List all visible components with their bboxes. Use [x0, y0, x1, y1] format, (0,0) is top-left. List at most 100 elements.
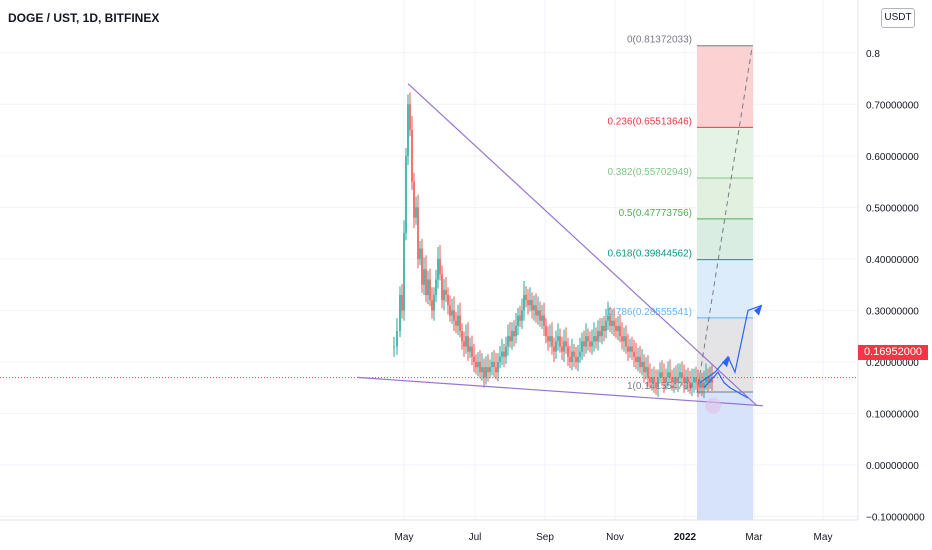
candle-body — [559, 336, 561, 347]
candle-body — [427, 279, 429, 295]
candle-body — [561, 346, 563, 352]
candle-body — [621, 336, 623, 342]
candle-body — [701, 382, 703, 388]
candle-body — [677, 377, 679, 383]
candle-body — [487, 367, 489, 373]
fib-projection-line — [696, 47, 753, 393]
candle-body — [469, 346, 471, 352]
fib-level-label: 1(0.14155479) — [627, 381, 692, 392]
candle-body — [489, 367, 491, 373]
candle-body — [665, 377, 667, 383]
candle-body — [699, 382, 701, 388]
candle-body — [649, 377, 651, 383]
drawings — [0, 47, 858, 414]
candle-body — [569, 356, 571, 362]
candle-body — [509, 336, 511, 342]
candle-body — [585, 336, 587, 347]
candle-body — [545, 325, 547, 337]
candle-body — [525, 294, 527, 301]
candle-body — [647, 367, 649, 378]
grid — [0, 0, 858, 520]
candle-body — [675, 377, 677, 383]
candle-body — [639, 356, 641, 368]
price-tick-label: 0.8 — [866, 49, 880, 60]
upper-trendline — [407, 83, 758, 407]
candle-body — [707, 377, 709, 383]
fib-band — [697, 259, 753, 318]
candle-body — [457, 315, 459, 326]
candle-body — [591, 341, 593, 347]
candle-body — [679, 372, 681, 378]
candle-body — [421, 248, 423, 285]
candle-body — [693, 377, 695, 383]
fib-band — [697, 218, 753, 260]
price-axis[interactable]: 0.8 0.70000000 0.60000000 0.50000000 0.40000… — [866, 49, 925, 524]
candle-body — [607, 315, 609, 321]
candle-body — [581, 341, 583, 352]
candle-body — [531, 300, 533, 311]
symbol-title: DOGE / UST, 1D, BITFINEX — [8, 11, 160, 25]
candle-body — [705, 377, 707, 383]
candle-body — [601, 325, 603, 337]
candle-body — [449, 305, 451, 316]
candle-body — [505, 346, 507, 357]
candle-body — [589, 341, 591, 347]
candle-body — [667, 372, 669, 378]
candle-body — [657, 377, 659, 388]
time-axis[interactable]: May Jul Sep Nov 2022 Mar May — [395, 532, 833, 543]
candle-body — [709, 377, 711, 383]
currency-button[interactable]: USDT — [881, 8, 915, 28]
candle-body — [443, 289, 445, 301]
candle-body — [683, 377, 685, 383]
candle-body — [573, 351, 575, 357]
candle-body — [629, 346, 631, 352]
candle-body — [493, 361, 495, 368]
candle-body — [507, 336, 509, 347]
time-tick-label: Jul — [469, 532, 482, 543]
time-tick-label: Nov — [606, 532, 624, 543]
candle-body — [659, 372, 661, 378]
current-price-tag: 0.16952000 — [858, 345, 928, 360]
candle-body — [595, 336, 597, 342]
forecast-arrow-head — [754, 305, 762, 316]
candle-body — [425, 269, 427, 295]
fib-level-label: 0.382(0.55702949) — [607, 167, 692, 178]
candle-body — [437, 258, 439, 280]
candle-body — [413, 181, 415, 218]
candle-body — [485, 367, 487, 378]
candle-body — [415, 207, 417, 218]
candle-body — [625, 336, 627, 347]
fib-level-label: 0.5(0.47773756) — [619, 208, 692, 219]
candle-body — [711, 377, 713, 383]
candle-body — [681, 372, 683, 378]
candle-body — [611, 320, 613, 326]
candle-body — [555, 341, 557, 352]
time-tick-label: Mar — [745, 532, 763, 543]
candle-body — [663, 377, 665, 383]
candle-body — [495, 367, 497, 373]
time-tick-label: May — [395, 532, 414, 543]
candle-body — [465, 336, 467, 347]
candle-body — [423, 269, 425, 285]
fib-level-label: 0.618(0.39844562) — [607, 249, 692, 260]
candle-body — [517, 315, 519, 326]
candle-body — [685, 377, 687, 383]
candle-body — [689, 382, 691, 388]
price-tick-label: 0.70000000 — [866, 100, 919, 111]
candle-body — [479, 361, 481, 373]
candle-body — [447, 294, 449, 306]
candle-body — [396, 331, 398, 347]
candle-body — [451, 310, 453, 316]
candle-body — [419, 248, 421, 259]
fib-band — [697, 392, 753, 520]
candle-body — [633, 351, 635, 357]
candle-body — [583, 341, 585, 347]
candle-body — [593, 336, 595, 342]
price-tick-label: 0.30000000 — [866, 306, 919, 317]
time-tick-label: 2022 — [674, 532, 697, 543]
candle-body — [403, 233, 405, 311]
forecast-arrow-path — [699, 304, 763, 384]
price-tick-label: 0.60000000 — [866, 152, 919, 163]
candle-body — [597, 331, 599, 342]
